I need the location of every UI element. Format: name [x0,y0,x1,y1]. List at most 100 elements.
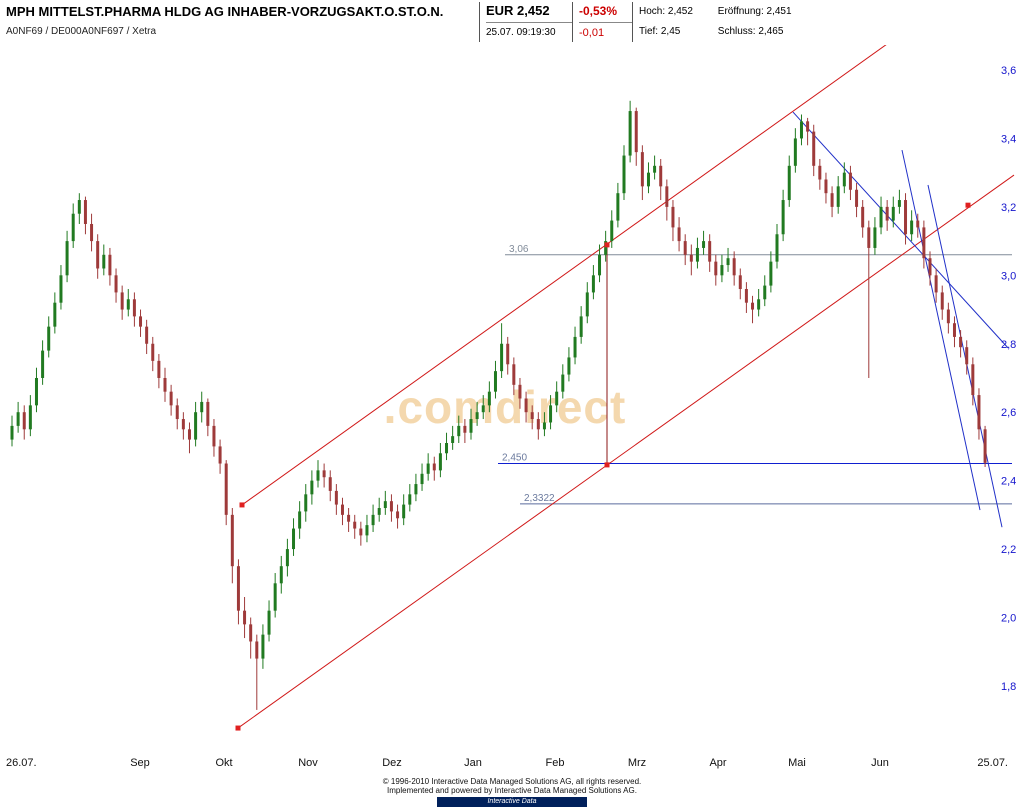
instrument-identifiers: A0NF69 / DE000A0NF697 / Xetra [6,26,157,37]
candle [261,624,265,669]
candle [812,124,816,177]
candle [959,330,963,358]
candle [769,251,773,293]
candle [402,494,406,526]
y-axis-label: 2,2 [1001,544,1016,556]
candle [41,340,45,385]
x-axis-label: Jan [464,757,482,769]
candle [77,193,81,224]
candle [83,196,87,235]
candle [867,220,871,378]
price-block: EUR 2,452 25.07. 09:19:30 [479,2,572,42]
candle [157,354,161,389]
candle [255,634,259,710]
candle [230,508,234,584]
candle [585,282,589,324]
candle [665,179,669,221]
candle [634,107,638,166]
instrument-title: MPH MITTELST.PHARMA HLDG AG INHABER-VORZ… [6,4,444,19]
candle [457,415,461,443]
candle [200,391,204,423]
candle [481,395,485,420]
candle [243,596,247,639]
candle [757,289,761,317]
candle [500,323,504,378]
candle [573,326,577,365]
candle [555,381,559,413]
candle [677,217,681,252]
candle [396,504,400,529]
y-axis-label: 3,0 [1001,270,1016,282]
candle [90,213,94,252]
candle [659,158,663,201]
candle [646,162,650,194]
hline-label: 2,3322 [524,493,555,504]
candle [71,203,75,248]
candle [377,497,381,522]
powered-by-line: Implemented and powered by Interactive D… [387,786,637,795]
descending-trendline-steep-right [927,184,1003,528]
candle [928,251,932,286]
candle [34,367,38,413]
x-axis-label: Sep [130,757,150,769]
candle [469,408,473,440]
descending-trendline-long [792,111,1009,349]
x-axis-label: Nov [298,757,318,769]
candle [273,573,277,618]
x-axis-label: Feb [546,757,565,769]
candle [371,504,375,532]
candle [855,182,859,218]
candle [304,484,308,522]
candle [420,463,424,491]
candle [885,200,889,231]
candle [206,398,210,437]
x-axis-label: 25.07. [977,757,1008,769]
quote-header: MPH MITTELST.PHARMA HLDG AG INHABER-VORZ… [0,0,1024,44]
candle [628,100,632,163]
candle [187,422,191,454]
candle [316,460,320,488]
price-chart: .comdirect 3,06 2,450 2,3322 3,6 3,4 3,2 3,0 2,8… [0,45,1024,777]
candle [983,425,987,467]
candle [781,189,785,242]
stats-row-2: Tief: 2,45 Schluss: 2,465 [639,22,832,42]
candle [848,165,852,201]
descending-trendline-steep-left [901,149,981,511]
candle [683,234,687,266]
hoch-value: 2,452 [667,6,693,17]
candle [383,490,387,515]
candle [445,432,449,461]
candle [353,514,357,539]
change-block: -0,53% -0,01 [572,2,632,42]
candle [616,182,620,228]
candle [169,384,173,416]
candle [640,145,644,201]
candle [622,145,626,201]
candle [310,470,314,505]
price-value: EUR 2,452 [486,2,572,23]
x-axis-label: Dez [382,757,402,769]
schluss-value: 2,465 [758,26,784,37]
x-axis-label: Mai [788,757,806,769]
candle [720,254,724,283]
candle [787,155,791,207]
trendline-anchor-marker [235,725,241,731]
candle [775,223,779,269]
candle [493,360,497,399]
candle [451,425,455,450]
candle [236,559,240,625]
x-axis-label: Apr [709,757,726,769]
y-axis-label: 2,4 [1001,476,1016,488]
candle [132,292,136,327]
candle [940,285,944,320]
candle [702,230,706,255]
candle [879,196,883,235]
y-axis-label: 2,8 [1001,339,1016,351]
daily-stats: Hoch: 2,452 Eröffnung: 2,451 Tief: 2,45 … [632,2,832,42]
candle [934,268,938,303]
candle [22,405,26,440]
x-axis-label: Jun [871,757,889,769]
trendline-anchor-marker [604,242,610,248]
candle [414,473,418,502]
